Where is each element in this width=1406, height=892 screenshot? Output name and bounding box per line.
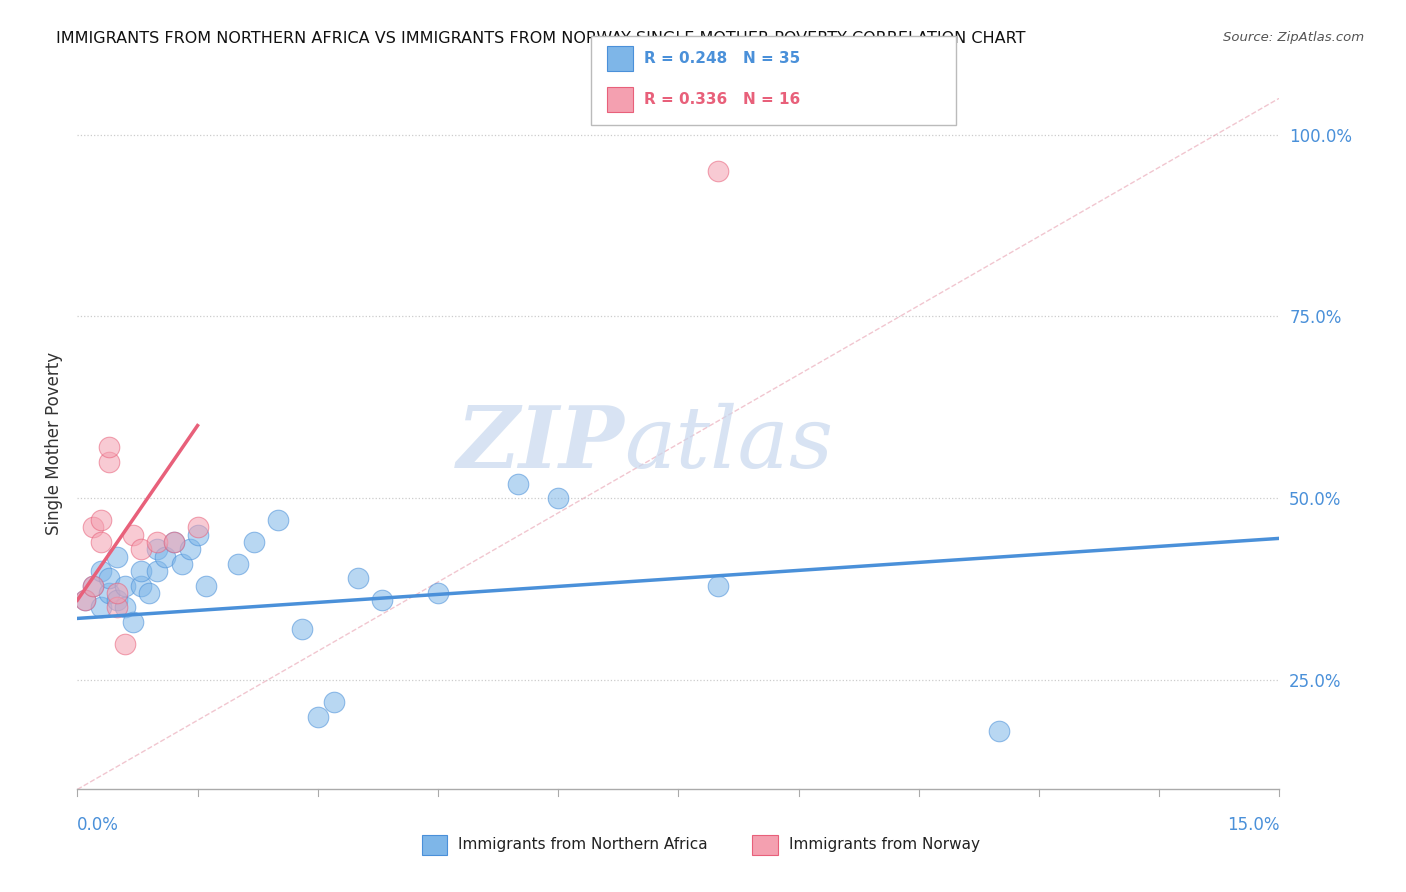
Point (170, 557, 193, 571)
Point (186, 527, 209, 541)
Point (267, 513, 290, 527)
Point (98, 455, 121, 469)
Point (307, 709, 329, 723)
Point (107, 586, 129, 600)
Point (162, 535, 184, 549)
Point (291, 623, 314, 637)
Point (90, 513, 112, 527)
Point (707, 579, 730, 593)
Text: atlas: atlas (624, 402, 834, 485)
Point (114, 579, 136, 593)
Point (114, 637, 136, 651)
Point (107, 600, 129, 615)
Text: R = 0.336   N = 16: R = 0.336 N = 16 (644, 92, 800, 106)
Text: Source: ZipAtlas.com: Source: ZipAtlas.com (1223, 31, 1364, 45)
Point (131, 542, 153, 557)
Point (508, 476, 530, 491)
Point (547, 491, 569, 506)
Text: 15.0%: 15.0% (1227, 816, 1279, 834)
Point (138, 586, 160, 600)
Point (347, 571, 370, 585)
Point (90, 535, 112, 549)
Point (179, 542, 201, 557)
Point (82, 579, 104, 593)
Text: ZIP: ZIP (457, 402, 624, 485)
Point (242, 535, 264, 549)
Point (90, 600, 112, 615)
Point (131, 579, 153, 593)
Point (122, 615, 145, 629)
Point (146, 564, 169, 578)
Point (146, 542, 169, 557)
Point (162, 535, 184, 549)
Point (82, 579, 104, 593)
Point (427, 586, 450, 600)
Text: IMMIGRANTS FROM NORTHERN AFRICA VS IMMIGRANTS FROM NORWAY SINGLE MOTHER POVERTY : IMMIGRANTS FROM NORTHERN AFRICA VS IMMIG… (56, 31, 1026, 46)
Point (75, 593, 97, 607)
Point (146, 535, 169, 549)
Point (226, 557, 249, 571)
Text: R = 0.248   N = 35: R = 0.248 N = 35 (644, 52, 800, 66)
Point (114, 600, 136, 615)
Point (322, 695, 344, 709)
Point (75, 593, 97, 607)
Point (122, 527, 145, 541)
Point (98, 586, 121, 600)
Point (98, 571, 121, 585)
Text: Immigrants from Norway: Immigrants from Norway (789, 838, 980, 852)
Point (98, 441, 121, 455)
Point (90, 564, 112, 578)
Text: 0.0%: 0.0% (77, 816, 120, 834)
Point (107, 549, 129, 564)
Point (155, 549, 177, 564)
Point (371, 593, 394, 607)
Y-axis label: Single Mother Poverty: Single Mother Poverty (45, 352, 63, 535)
Point (82, 520, 104, 534)
Point (107, 593, 129, 607)
Point (988, 724, 1011, 739)
Point (186, 520, 209, 534)
Point (131, 564, 153, 578)
Point (707, 164, 730, 178)
Point (194, 579, 217, 593)
Text: Immigrants from Northern Africa: Immigrants from Northern Africa (458, 838, 709, 852)
